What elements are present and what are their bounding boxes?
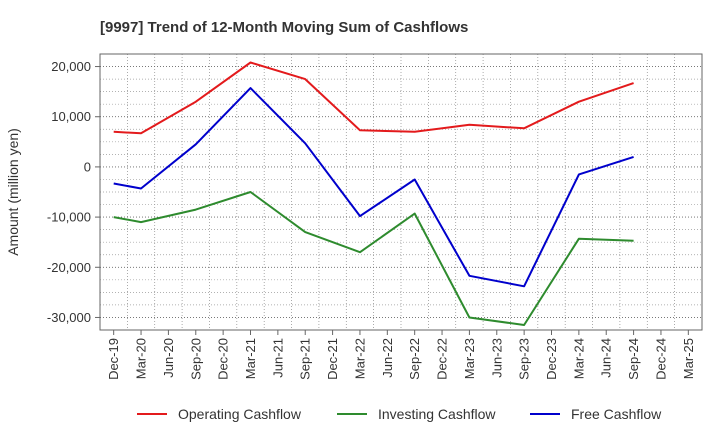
x-axis-ticks: Dec-19 Mar-20 Jun-20 Sep-20 Dec-20 Mar-21 Jun-… xyxy=(106,330,696,380)
series-line-operating-cashflow xyxy=(113,61,634,135)
x-tick-label: Jun-22 xyxy=(380,338,395,378)
legend-label: Free Cashflow xyxy=(571,406,662,422)
chart-title: [9997] Trend of 12-Month Moving Sum of C… xyxy=(100,19,468,36)
y-tick-label: 20,000 xyxy=(51,59,91,74)
y-tick-label: -30,000 xyxy=(47,310,91,325)
x-tick-label: Dec-19 xyxy=(106,338,121,380)
y-tick-label: 0 xyxy=(84,159,91,174)
series-line-free-cashflow xyxy=(113,87,634,288)
x-tick-label: Mar-23 xyxy=(462,338,477,379)
y-tick-label: -20,000 xyxy=(47,260,91,275)
x-tick-label: Jun-21 xyxy=(270,338,285,378)
series-lines xyxy=(113,61,634,326)
x-tick-label: Sep-24 xyxy=(626,338,641,380)
x-tick-label: Jun-20 xyxy=(161,338,176,378)
y-tick-label: 10,000 xyxy=(51,109,91,124)
legend-label: Investing Cashflow xyxy=(378,406,496,422)
x-tick-label: Mar-22 xyxy=(352,338,367,379)
legend: Operating Cashflow Investing Cashflow Free… xyxy=(137,406,662,422)
series-line-investing-cashflow xyxy=(113,191,634,326)
x-tick-label: Mar-20 xyxy=(134,338,149,379)
x-tick-label: Jun-24 xyxy=(599,338,614,378)
x-tick-label: Dec-21 xyxy=(325,338,340,380)
y-tick-label: -10,000 xyxy=(47,210,91,225)
x-tick-label: Mar-21 xyxy=(243,338,258,379)
grid-lines xyxy=(100,54,702,330)
x-tick-label: Sep-20 xyxy=(188,338,203,380)
x-tick-label: Mar-24 xyxy=(571,338,586,379)
x-tick-label: Jun-23 xyxy=(489,338,504,378)
x-tick-label: Dec-20 xyxy=(216,338,231,380)
x-tick-label: Dec-22 xyxy=(435,338,450,380)
x-tick-label: Dec-24 xyxy=(653,338,668,380)
x-tick-label: Dec-23 xyxy=(544,338,559,380)
x-tick-label: Sep-22 xyxy=(407,338,422,380)
y-axis-label: Amount (million yen) xyxy=(5,128,21,256)
y-axis-ticks: -30,000 -20,000 -10,000 0 10,000 20,000 xyxy=(47,59,100,325)
x-tick-label: Sep-23 xyxy=(517,338,532,380)
x-tick-label: Sep-21 xyxy=(298,338,313,380)
legend-label: Operating Cashflow xyxy=(178,406,302,422)
plot-area-frame xyxy=(99,53,703,331)
x-tick-label: Mar-25 xyxy=(681,338,696,379)
